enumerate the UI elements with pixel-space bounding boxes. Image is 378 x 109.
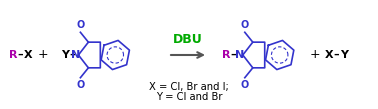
Text: O: O <box>76 80 85 90</box>
Text: R: R <box>9 50 17 60</box>
Text: Y: Y <box>341 50 349 60</box>
Text: O: O <box>241 20 249 30</box>
Text: R: R <box>222 50 230 60</box>
Text: Y: Y <box>62 50 70 60</box>
Text: X: X <box>324 50 333 60</box>
Text: N: N <box>235 50 245 60</box>
Text: –: – <box>18 50 23 60</box>
Text: X = Cl, Br and I;: X = Cl, Br and I; <box>149 82 229 92</box>
Text: +: + <box>310 49 320 61</box>
Text: DBU: DBU <box>173 33 203 46</box>
Text: –: – <box>70 50 75 60</box>
Text: –: – <box>231 50 237 60</box>
Text: N: N <box>71 50 80 60</box>
Text: Y = Cl and Br: Y = Cl and Br <box>156 92 222 102</box>
Text: O: O <box>76 20 85 30</box>
Text: –: – <box>333 50 339 60</box>
Text: X: X <box>23 50 32 60</box>
Text: +: + <box>37 49 48 61</box>
Text: O: O <box>241 80 249 90</box>
